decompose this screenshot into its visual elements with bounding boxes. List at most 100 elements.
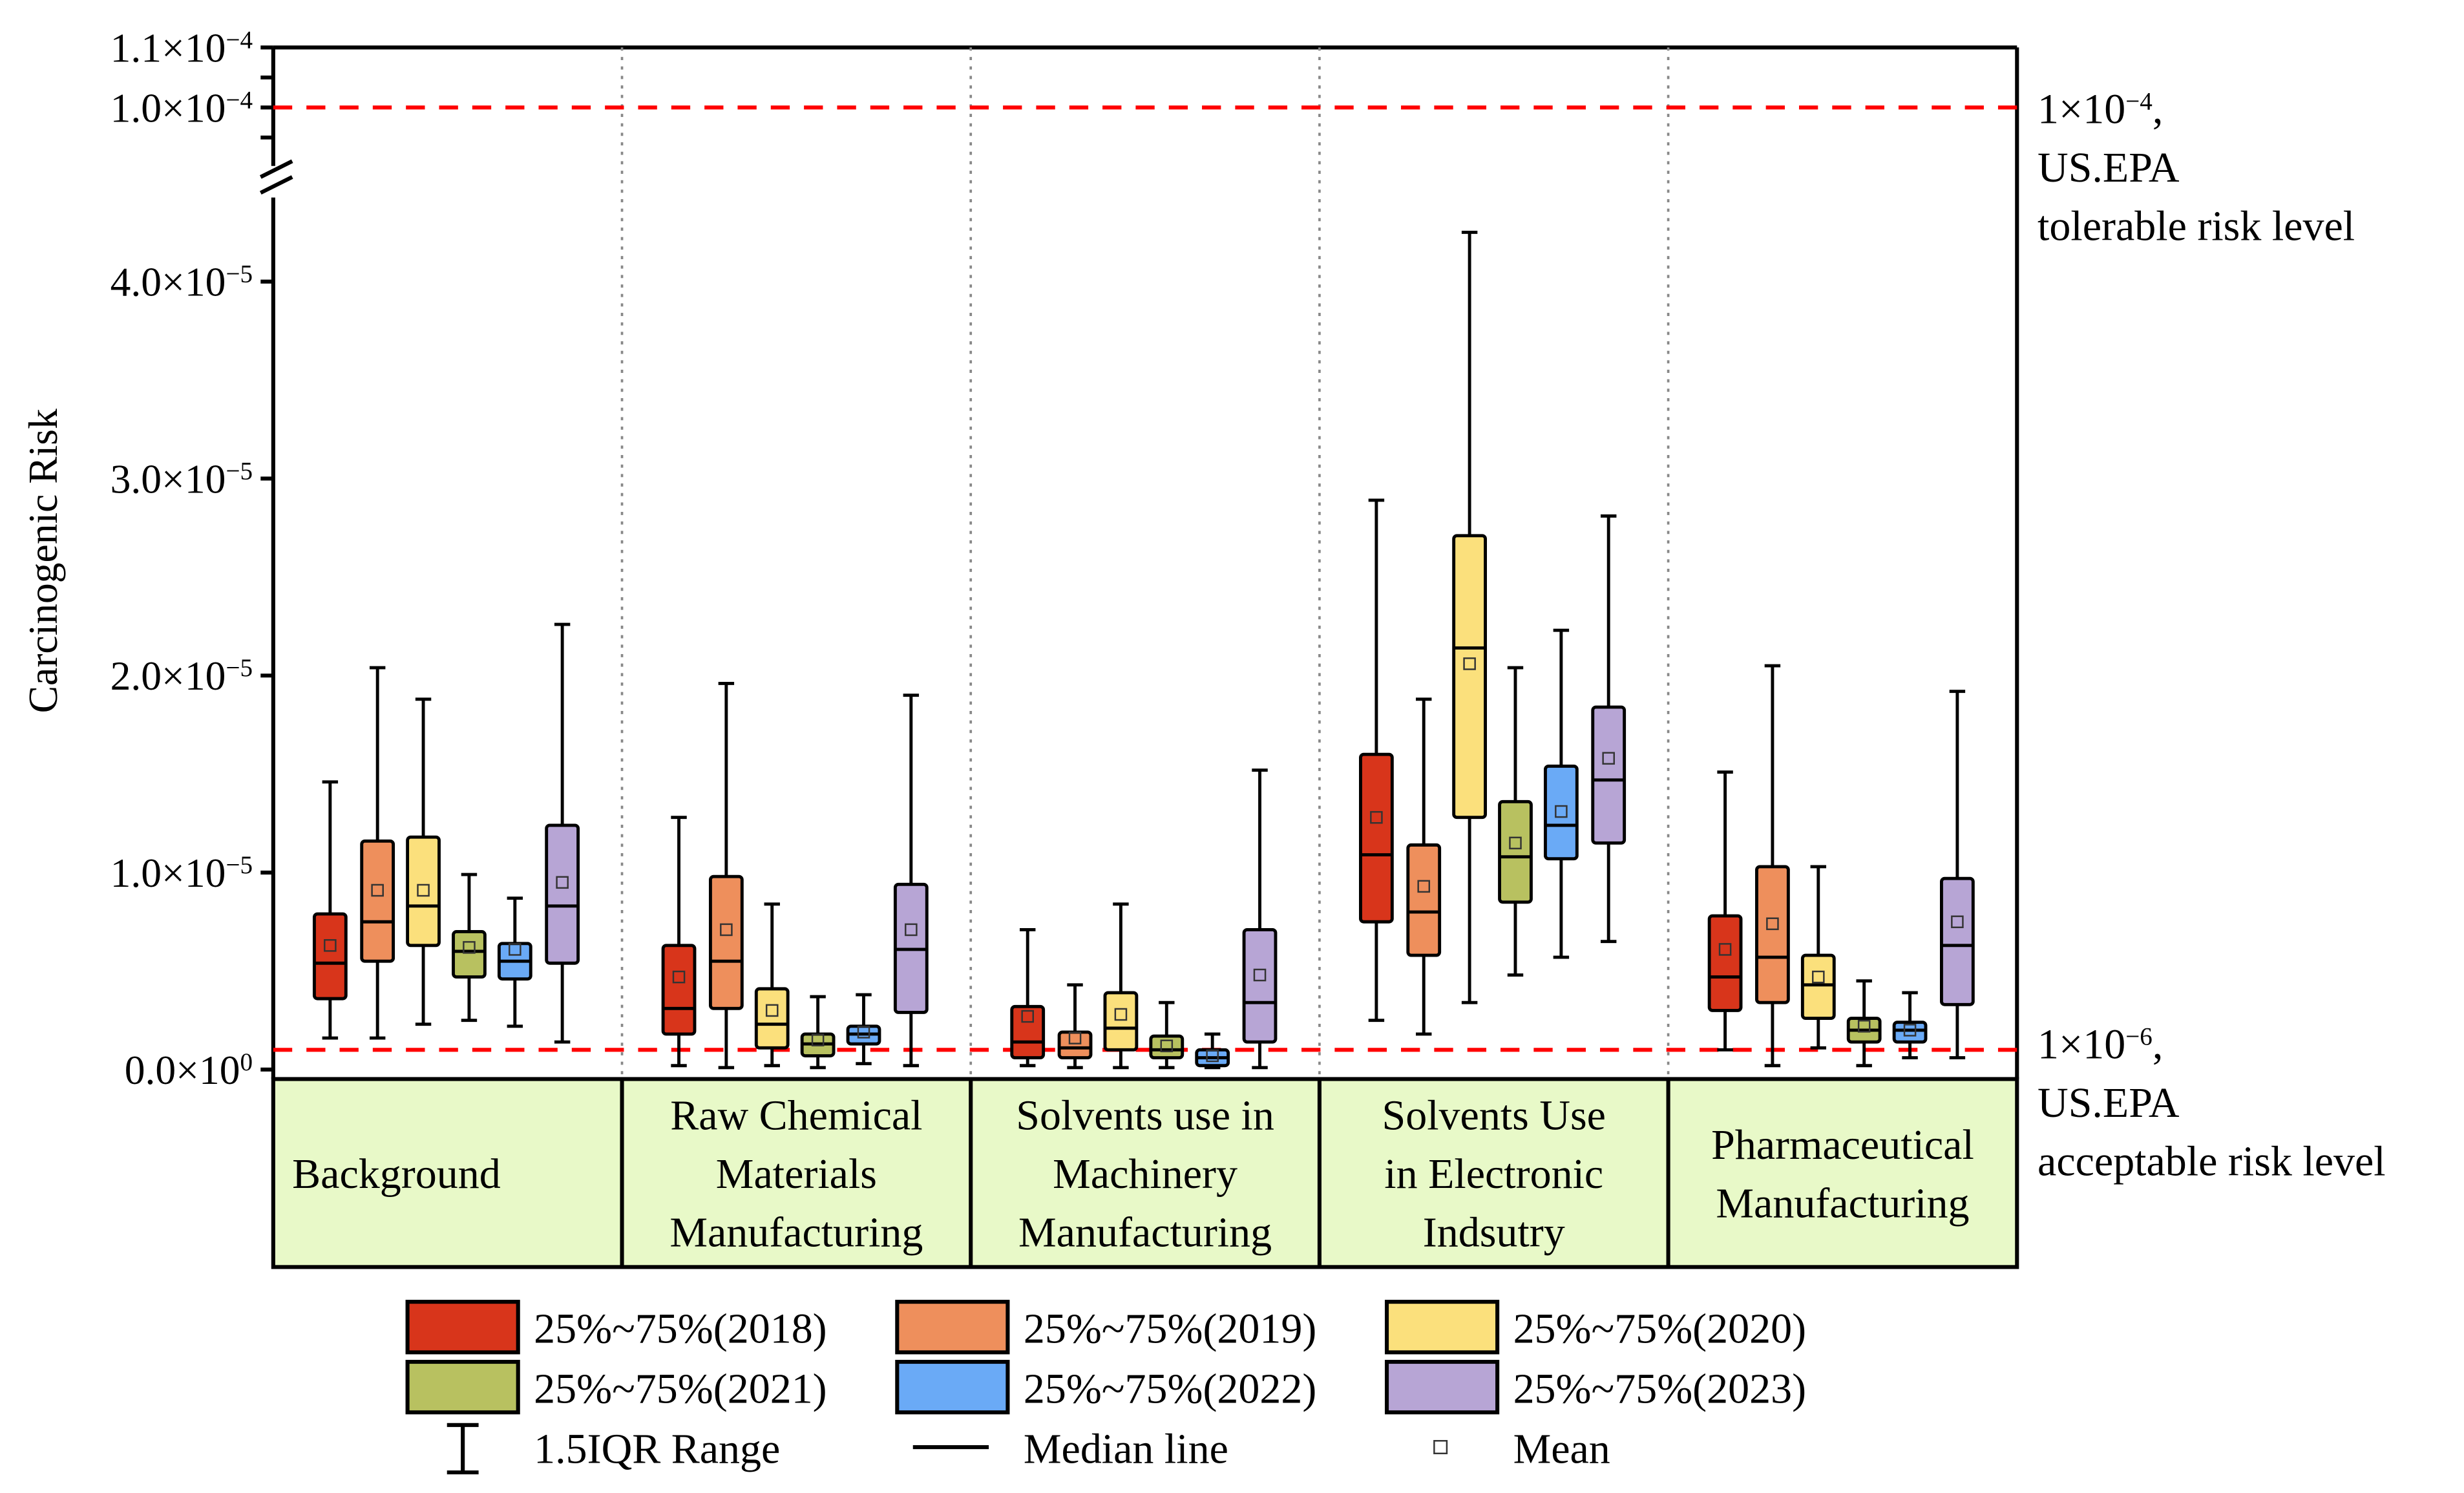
y-tick-label: 0.0×100 — [125, 1047, 253, 1093]
mean-marker — [1021, 1010, 1034, 1023]
box-2023-group-2 — [893, 694, 929, 1068]
box-2021-group-5 — [1846, 979, 1882, 1068]
mean-marker — [1903, 1024, 1917, 1037]
mean-marker — [1555, 805, 1568, 818]
y-tick-label: 2.0×10−5 — [111, 653, 253, 699]
mean-marker — [1370, 810, 1383, 824]
category-label: Manufacturing — [669, 1209, 923, 1256]
iqr-box — [360, 839, 395, 963]
legend-label-2020: 25%~75%(2020) — [1513, 1306, 1807, 1353]
box-2020-group-5 — [1800, 865, 1836, 1050]
legend-mean-icon — [1433, 1440, 1448, 1455]
box-2022-group-4 — [1543, 628, 1579, 959]
y-tick-label: 1.0×10−4 — [111, 85, 253, 131]
mean-marker — [1160, 1039, 1174, 1053]
iqr-box — [1010, 1004, 1046, 1060]
axis-break-mark — [259, 175, 293, 195]
legend-mean-label: Mean — [1513, 1425, 1610, 1472]
box-2022-group-1 — [497, 896, 532, 1028]
y-tick-label: 3.0×10−5 — [111, 456, 253, 502]
legend-swatch-2020 — [1384, 1300, 1500, 1355]
mean-marker — [1857, 1020, 1871, 1033]
iqr-box — [754, 987, 790, 1050]
y-axis-label: Carcinogenic Risk — [20, 408, 66, 713]
legend-label-2018: 25%~75%(2018) — [534, 1306, 827, 1353]
legend-swatch-2023 — [1384, 1359, 1500, 1415]
iqr-box — [1452, 534, 1487, 820]
box-2020-group-2 — [754, 902, 790, 1068]
box-2022-group-5 — [1892, 991, 1928, 1060]
category-label: Manufacturing — [1018, 1209, 1272, 1256]
iqr-box — [545, 823, 580, 965]
iqr-box — [312, 912, 348, 1001]
y-tick-label: 1.1×10−4 — [111, 25, 253, 70]
legend-label-2019: 25%~75%(2019) — [1024, 1306, 1317, 1353]
category-label: Solvents use in — [1016, 1092, 1274, 1139]
iqr-box — [1591, 705, 1627, 845]
box-2020-group-1 — [406, 697, 441, 1026]
iqr-box — [1242, 927, 1278, 1044]
mean-marker — [811, 1033, 825, 1046]
iqr-box — [1892, 1021, 1928, 1044]
legend-label-2023: 25%~75%(2023) — [1513, 1366, 1807, 1413]
mean-marker — [463, 941, 476, 954]
box-2023-group-5 — [1940, 690, 1975, 1060]
iqr-box — [452, 930, 487, 979]
reference-label: acceptable risk level — [2038, 1138, 2386, 1185]
mean-marker — [1206, 1049, 1219, 1063]
box-2021-group-4 — [1498, 666, 1533, 977]
mean-marker — [556, 876, 569, 889]
mean-marker — [857, 1026, 870, 1039]
mean-marker — [324, 939, 337, 952]
reference-label: US.EPA — [2038, 1079, 2180, 1127]
legend-swatch-2022 — [895, 1359, 1010, 1415]
mean-marker — [1812, 970, 1825, 984]
box-2019-group-1 — [360, 666, 395, 1040]
mean-marker — [1253, 968, 1267, 982]
mean-marker — [1417, 880, 1431, 893]
box-2022-group-3 — [1195, 1032, 1230, 1070]
iqr-box — [1406, 843, 1442, 957]
iqr-box — [708, 874, 744, 1010]
box-2023-group-4 — [1591, 514, 1627, 944]
y-tick-label: 4.0×10−5 — [111, 259, 253, 305]
box-2022-group-2 — [846, 993, 881, 1066]
box-2020-group-4 — [1452, 231, 1487, 1004]
category-label: Manufacturing — [1716, 1180, 1969, 1227]
legend-range-label: 1.5IQR Range — [534, 1425, 780, 1472]
mean-marker — [1718, 943, 1732, 956]
iqr-box — [661, 944, 697, 1036]
box-2018-group-1 — [312, 780, 348, 1040]
iqr-box — [1359, 752, 1394, 924]
mean-marker — [1068, 1032, 1082, 1044]
legend-swatch-2019 — [895, 1300, 1010, 1355]
box-2019-group-3 — [1057, 983, 1093, 1070]
box-2023-group-1 — [545, 622, 580, 1044]
mean-marker — [1114, 1008, 1128, 1021]
category-label: Raw Chemical — [670, 1092, 922, 1139]
legend-swatch-2018 — [405, 1300, 520, 1355]
category-label: Machinery — [1053, 1150, 1237, 1198]
y-tick-label: 1.0×10−5 — [111, 850, 253, 896]
axis-break-mark — [259, 159, 293, 179]
legend-label-2022: 25%~75%(2022) — [1024, 1366, 1317, 1413]
category-label: Solvents Use — [1382, 1092, 1606, 1139]
iqr-box — [1543, 765, 1579, 861]
mean-marker — [1509, 836, 1522, 850]
box-2018-group-5 — [1707, 770, 1743, 1052]
box-2018-group-2 — [661, 816, 697, 1068]
mean-marker — [1951, 915, 1964, 929]
iqr-box — [1755, 865, 1790, 1004]
mean-marker — [1602, 752, 1615, 765]
iqr-box — [1707, 914, 1743, 1012]
iqr-box — [1498, 799, 1533, 904]
legend-swatch-2021 — [405, 1359, 520, 1415]
reference-label: US.EPA — [2038, 144, 2180, 191]
mean-marker — [509, 943, 521, 956]
box-2019-group-4 — [1406, 697, 1442, 1036]
iqr-box — [1149, 1034, 1185, 1060]
box-2019-group-5 — [1755, 664, 1790, 1068]
iqr-box — [1057, 1030, 1093, 1060]
mean-marker — [417, 884, 430, 897]
